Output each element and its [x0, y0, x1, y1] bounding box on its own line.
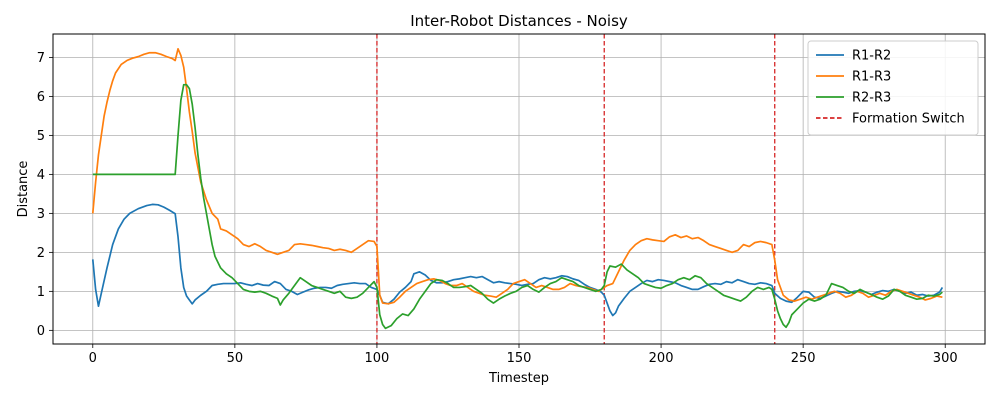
y-tick-label: 7	[37, 51, 45, 66]
y-tick-label: 2	[37, 246, 45, 261]
x-tick-label: 100	[365, 351, 390, 366]
y-tick-label: 3	[37, 207, 45, 222]
legend-label: Formation Switch	[852, 112, 965, 127]
series-layer	[91, 47, 944, 330]
y-tick-label: 1	[37, 285, 45, 300]
x-tick-label: 50	[227, 351, 244, 366]
x-tick-label: 300	[933, 351, 958, 366]
x-tick-label: 200	[649, 351, 674, 366]
y-tick-label: 5	[37, 129, 45, 144]
legend: R1-R2 R1-R3 R2-R3 Formation Switch	[807, 40, 979, 136]
y-tick-label: 4	[37, 168, 45, 183]
y-tick-label: 0	[37, 324, 45, 339]
formation-switch-lines	[376, 34, 776, 344]
legend-label: R1-R3	[852, 70, 891, 85]
legend-label: R2-R3	[852, 91, 891, 106]
x-tick-label: 150	[507, 351, 532, 366]
x-axis-ticks: 0 50 100 150 200 250 300	[89, 344, 958, 366]
legend-box	[807, 40, 979, 136]
series-line-r2-r3	[92, 83, 943, 330]
x-tick-label: 250	[791, 351, 816, 366]
y-axis-label: Distance	[16, 161, 31, 218]
y-axis-ticks: 0 1 2 3 4 5 6 7	[37, 51, 53, 339]
y-tick-label: 6	[37, 90, 45, 105]
legend-label: R1-R2	[852, 49, 891, 64]
chart-title: Inter-Robot Distances - Noisy	[410, 12, 628, 30]
x-tick-label: 0	[89, 351, 97, 366]
x-axis-label: Timestep	[488, 371, 549, 386]
